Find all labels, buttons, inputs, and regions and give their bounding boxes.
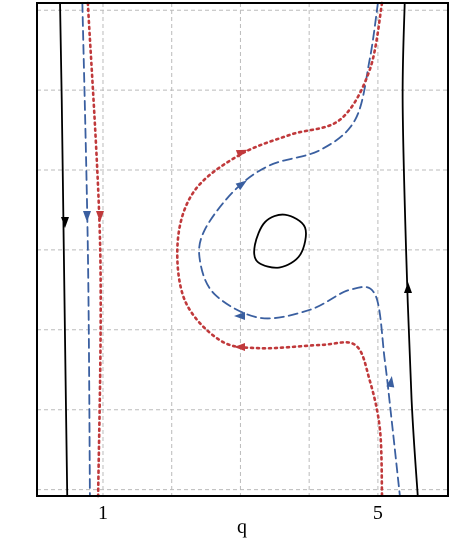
labels: q 1 5: [98, 502, 383, 538]
arrow: [404, 282, 412, 293]
frame: [36, 2, 449, 497]
arrow: [235, 149, 248, 158]
arrow: [234, 312, 245, 320]
trajectory: [198, 2, 401, 497]
arrow: [61, 217, 69, 228]
x-axis-label: q: [237, 516, 247, 538]
trajectory: [81, 2, 91, 497]
grid: [37, 3, 448, 496]
arrow: [83, 211, 91, 222]
x-tick-label: 1: [98, 502, 108, 524]
arrows: [61, 149, 412, 388]
trajectory: [253, 213, 307, 269]
arrow: [386, 376, 395, 388]
arrow: [235, 180, 247, 191]
trajectory: [59, 2, 69, 497]
trajectory: [401, 2, 419, 497]
trajectory: [175, 1, 384, 498]
arrow: [234, 343, 245, 351]
x-tick-label: 5: [373, 502, 383, 524]
trajectory: [86, 1, 103, 498]
curves: [59, 1, 419, 498]
arrow: [96, 211, 104, 222]
